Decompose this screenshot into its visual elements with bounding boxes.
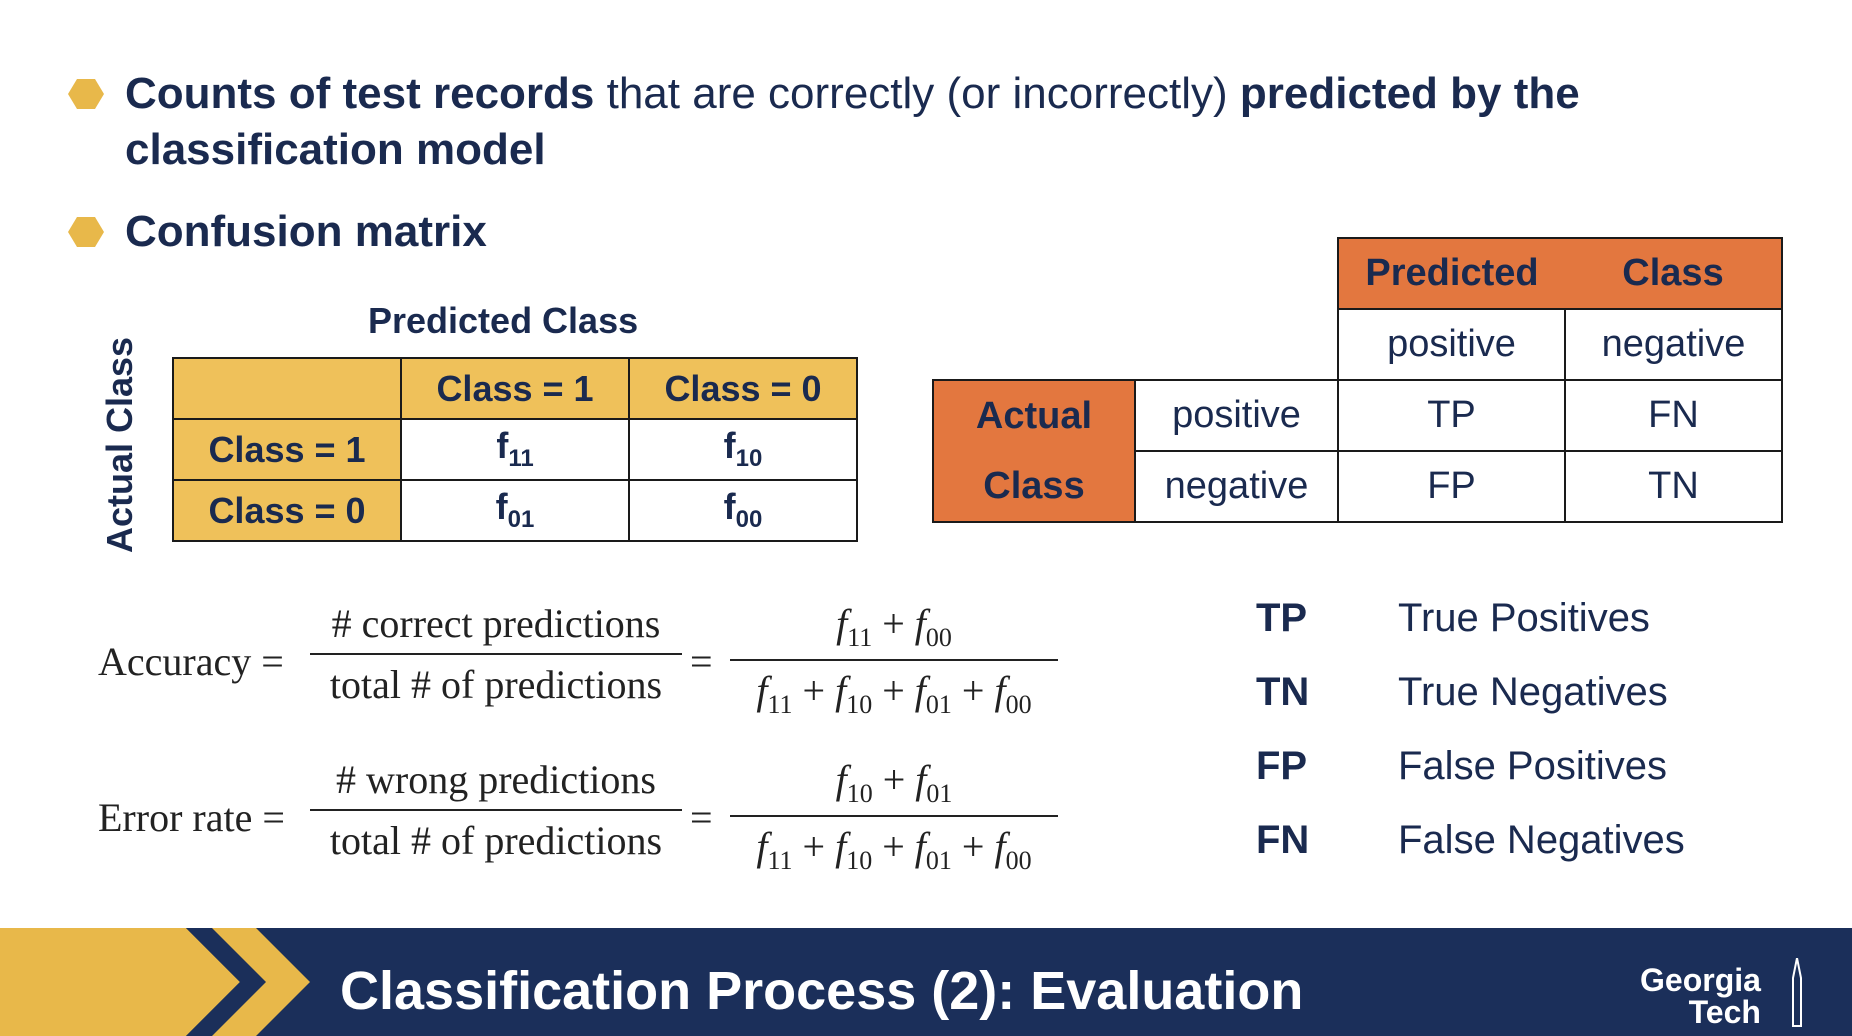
matrix2-blank <box>1135 309 1338 380</box>
matrix2-row-label: negative <box>1134 450 1339 523</box>
error-eq2: = <box>690 795 713 840</box>
matrix2-col-label: negative <box>1564 308 1783 381</box>
matrix2-row-label: positive <box>1134 379 1339 452</box>
bullet-plain-1: that are correctly (or incorrectly) <box>594 69 1240 118</box>
legend-full: True Negatives <box>1398 670 1668 714</box>
accuracy-numerator: # correct predictions <box>331 601 661 646</box>
bullet-confusion-label: Confusion matrix <box>125 207 487 256</box>
legend-full: False Negatives <box>1398 818 1685 862</box>
bullet-bold-2: predicted by the classification model <box>125 69 1580 174</box>
matrix2-col-label: positive <box>1337 308 1566 381</box>
matrix1-cell: f10 <box>628 418 858 481</box>
matrix2-blank <box>933 238 1135 309</box>
predicted-class-title: Predicted Class <box>368 300 639 341</box>
error-symbol-numerator: f10 + f01 <box>835 757 953 808</box>
accuracy-lhs: Accuracy = <box>98 639 284 684</box>
georgia-tech-logo: Georgia Tech <box>1640 964 1761 1028</box>
matrix2-blank <box>933 309 1135 380</box>
error-rate-formula: Error rate = # wrong predictions total #… <box>98 756 1058 886</box>
chevron-banner-icon <box>0 928 310 1036</box>
logo-line-2: Tech <box>1688 994 1761 1030</box>
accuracy-symbol-denominator: f11 + f10 + f01 + f00 <box>756 668 1032 719</box>
matrix2-actual-word: Actual <box>975 395 1093 437</box>
bullet-text-counts: Counts of test records that are correctl… <box>125 66 1765 178</box>
matrix1-corner <box>172 357 402 420</box>
legend-abbr: TN <box>1256 670 1310 714</box>
error-fraction-words: # wrong predictions total # of predictio… <box>310 756 682 864</box>
actual-class-title-wrap: Actual Class <box>99 330 140 560</box>
error-fraction-symbols: f10 + f01 f11 + f10 + f01 + f00 <box>730 756 1058 876</box>
error-lhs: Error rate = <box>98 795 285 840</box>
matrix1-cell: f11 <box>400 418 630 481</box>
confusion-matrix-tp-fn: Predicted Class positive negative Actual… <box>932 237 1783 523</box>
legend-full: True Positives <box>1398 596 1650 640</box>
matrix1-cell: f00 <box>628 479 858 542</box>
legend-abbr: FP <box>1256 744 1308 788</box>
matrix2-cell: TP <box>1337 379 1566 452</box>
legend-full: False Positives <box>1398 744 1667 788</box>
error-denominator: total # of predictions <box>329 818 663 863</box>
accuracy-symbol-numerator: f11 + f00 <box>836 601 952 652</box>
matrix2-actual-header: Actual Class <box>932 379 1136 523</box>
matrix2-blank <box>1135 238 1338 309</box>
matrix1-row-header: Class = 0 <box>172 479 402 542</box>
logo-line-1: Georgia <box>1640 962 1761 998</box>
matrix2-actual-class-word: Class <box>983 465 1085 507</box>
actual-class-title: Actual Class <box>99 336 140 554</box>
error-symbol-denominator: f11 + f10 + f01 + f00 <box>756 824 1032 875</box>
matrix2-cell: FN <box>1564 379 1783 452</box>
bullet-hexagon-icon <box>68 79 104 109</box>
bullet-text-confusion: Confusion matrix <box>125 204 487 260</box>
matrix1-col-header: Class = 0 <box>628 357 858 420</box>
accuracy-denominator: total # of predictions <box>329 662 663 707</box>
accuracy-fraction-words: # correct predictions total # of predict… <box>310 600 682 708</box>
matrix2-class-header: Class <box>1565 237 1783 310</box>
bullet-hexagon-icon <box>68 217 104 247</box>
matrix1-cell: f01 <box>400 479 630 542</box>
accuracy-formula: Accuracy = # correct predictions total #… <box>98 600 1058 730</box>
confusion-matrix-counts: Class = 1 Class = 0 Class = 1 f11 f10 Cl… <box>172 357 858 542</box>
accuracy-eq2: = <box>690 639 713 684</box>
bullet-bold-1: Counts of test records <box>125 69 595 118</box>
footer-title: Classification Process (2): Evaluation <box>340 961 1304 1021</box>
error-numerator: # wrong predictions <box>336 757 656 802</box>
matrix2-cell: FP <box>1337 450 1566 523</box>
legend-abbr: FN <box>1256 818 1310 862</box>
legend-abbr: TP <box>1256 596 1308 640</box>
tower-logo-icon <box>1792 958 1802 1027</box>
matrix1-row-header: Class = 1 <box>172 418 402 481</box>
matrix2-cell: TN <box>1564 450 1783 523</box>
accuracy-fraction-symbols: f11 + f00 f11 + f10 + f01 + f00 <box>730 600 1058 720</box>
matrix2-predicted-header: Predicted <box>1337 237 1565 310</box>
matrix1-col-header: Class = 1 <box>400 357 630 420</box>
